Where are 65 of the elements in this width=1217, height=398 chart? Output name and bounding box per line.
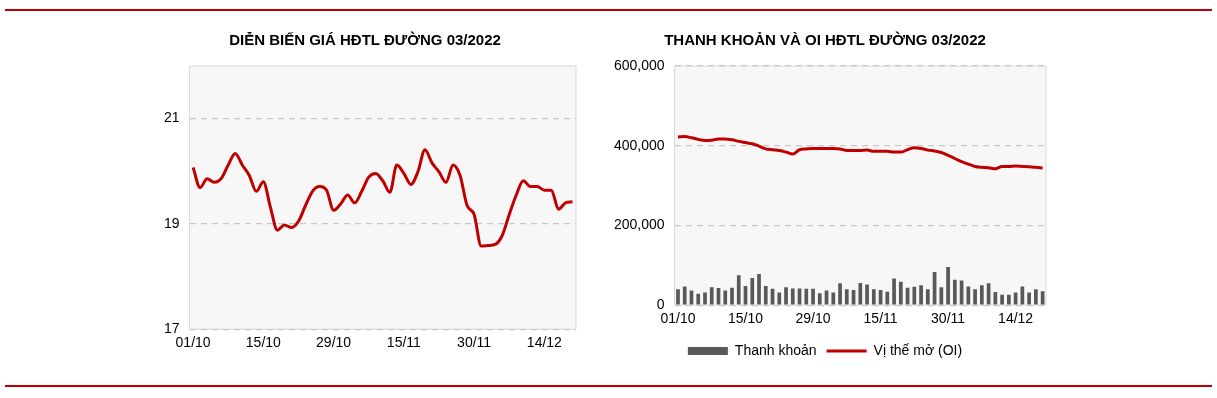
- bar: [993, 292, 998, 305]
- bar: [871, 289, 876, 305]
- bar: [1027, 292, 1031, 305]
- bar: [925, 289, 930, 305]
- x-tick-label: 01/10: [660, 310, 696, 327]
- y-tick-label: 21: [163, 109, 180, 126]
- bar: [858, 282, 863, 305]
- x-tick-label: 15/10: [245, 334, 282, 351]
- bar: [723, 290, 728, 305]
- bar: [1034, 289, 1038, 305]
- y-tick-label: 17: [163, 320, 180, 337]
- bar: [898, 281, 903, 305]
- bar: [676, 289, 680, 305]
- bar: [703, 292, 707, 305]
- bar: [831, 292, 836, 305]
- y-tick-label: 19: [163, 214, 180, 231]
- x-tick-label: 15/11: [386, 334, 422, 351]
- bar: [865, 284, 869, 305]
- bar: [1000, 294, 1004, 305]
- y-tick-label: 0: [656, 296, 665, 313]
- bar: [939, 287, 944, 305]
- bar: [912, 286, 917, 305]
- x-tick-label: 01/10: [175, 334, 211, 351]
- x-tick-label: 29/10: [316, 334, 352, 351]
- bar: [730, 287, 734, 305]
- bar: [966, 286, 971, 305]
- bar: [696, 293, 701, 305]
- bar: [952, 279, 957, 305]
- bar: [892, 278, 896, 305]
- x-tick-label: 15/11: [863, 310, 898, 327]
- bar: [844, 289, 849, 305]
- bar: [973, 289, 977, 305]
- bar: [790, 288, 795, 305]
- x-tick-label: 14/12: [526, 334, 563, 351]
- bar: [682, 286, 687, 305]
- line-series: [676, 135, 1045, 171]
- bar: [817, 293, 822, 305]
- bar: [750, 278, 755, 305]
- legend-label: Vị thế mở (OI): [873, 341, 963, 358]
- bar: [763, 286, 768, 305]
- bar: [804, 288, 809, 305]
- line-series: [191, 148, 574, 248]
- x-tick-label: 14/12: [998, 310, 1034, 327]
- y-tick-label: 200,000: [614, 216, 665, 233]
- x-tick-label: 30/11: [457, 334, 492, 351]
- bar: [811, 288, 815, 305]
- bar: [777, 292, 782, 305]
- bar: [1007, 294, 1011, 305]
- x-tick-label: 15/10: [727, 310, 764, 327]
- bar: [946, 266, 950, 305]
- bar: [784, 287, 788, 305]
- bar: [919, 285, 923, 305]
- legend-label: Thanh khoản: [734, 341, 817, 358]
- bar: [736, 275, 741, 305]
- chart-title: DIỄN BIẾN GIÁ HĐTL ĐƯỜNG 03/2022: [229, 31, 501, 49]
- chart-title: THANH KHOẢN VÀ OI HĐTL ĐƯỜNG 03/2022: [664, 31, 986, 49]
- bar: [838, 283, 842, 305]
- bar: [709, 287, 714, 305]
- bar: [885, 291, 890, 305]
- bar: [979, 285, 984, 305]
- x-tick-label: 30/11: [931, 310, 966, 327]
- y-tick-label: 600,000: [614, 56, 665, 73]
- bar: [757, 274, 761, 305]
- x-tick-label: 29/10: [795, 310, 831, 327]
- y-tick-label: 400,000: [614, 136, 665, 153]
